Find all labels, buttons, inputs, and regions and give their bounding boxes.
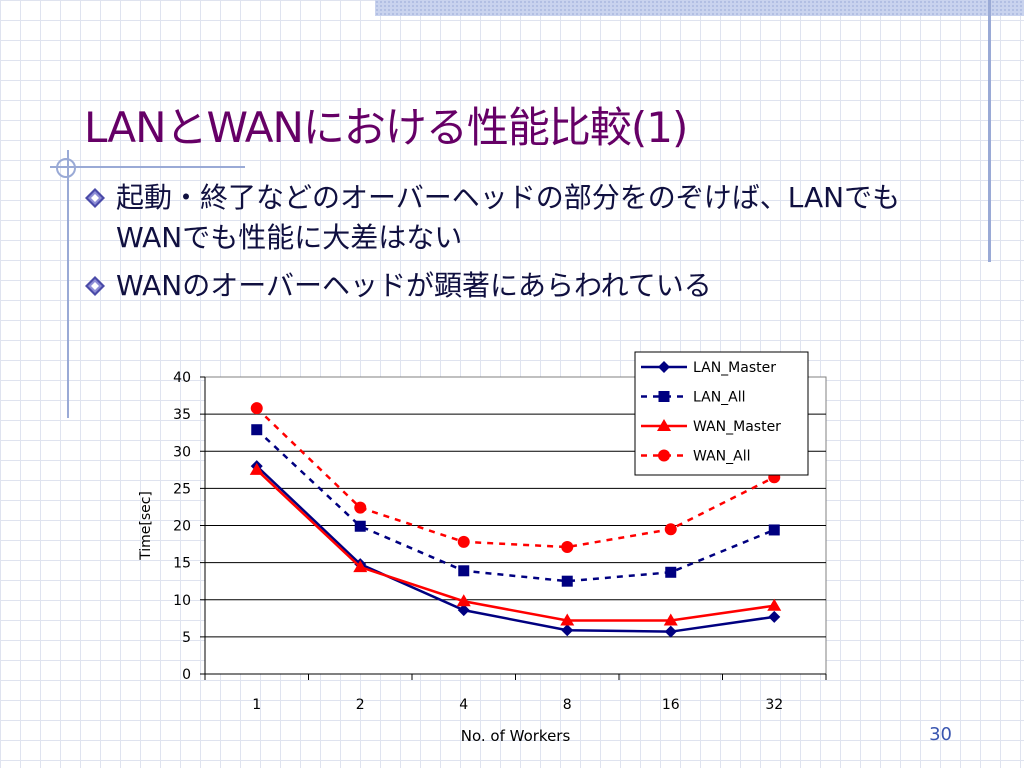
data-point-wan-all [664, 523, 677, 536]
y-tick-label: 35 [173, 407, 191, 423]
x-tick-label: 4 [459, 697, 468, 713]
data-point-lan-all [251, 424, 263, 436]
bullet-text: WANのオーバーヘッドが顕著にあらわれている [116, 269, 712, 302]
data-point-wan-all [354, 501, 367, 514]
data-point-wan-master [249, 462, 264, 475]
data-point-lan-all [458, 565, 470, 577]
y-tick-label: 20 [173, 519, 191, 535]
y-tick-label: 30 [173, 444, 191, 460]
data-point-lan-all [665, 566, 677, 578]
bullet-list: 起動・終了などのオーバーヘッドの部分をのぞけば、LANでもWANでも性能に大差は… [82, 178, 962, 306]
legend-label: WAN_All [693, 449, 750, 465]
circle-decoration [56, 158, 76, 178]
legend-marker [658, 361, 670, 373]
y-tick-label: 5 [182, 630, 191, 646]
top-decoration-band [375, 0, 1024, 16]
right-vertical-rule [988, 0, 991, 262]
slide-title: LANとWANにおける性能比較(1) [84, 103, 688, 152]
data-point-lan-all [561, 575, 573, 587]
series-line-lan-master [255, 465, 775, 633]
legend-marker [658, 449, 670, 462]
legend-label: WAN_Master [693, 419, 781, 435]
data-point-wan-master [560, 613, 575, 626]
series-group [249, 402, 782, 638]
series-line-lan-all [255, 428, 775, 583]
x-tick-label: 32 [765, 697, 783, 713]
series-line-wan-all [255, 407, 775, 549]
left-vertical-rule [67, 150, 69, 418]
y-axis-label: Time[sec] [138, 491, 154, 561]
x-tick-label: 1 [252, 697, 261, 713]
y-tick-label: 15 [173, 556, 191, 572]
data-point-lan-all [768, 524, 780, 536]
y-tick-label: 10 [173, 593, 191, 609]
x-tick-labels: 1 2 4 8 16 32 [204, 674, 827, 713]
legend-label: LAN_Master [693, 360, 776, 376]
bullet-item: 起動・終了などのオーバーヘッドの部分をのぞけば、LANでもWANでも性能に大差は… [82, 178, 962, 258]
y-tick-label: 25 [173, 481, 191, 497]
data-point-lan-master [561, 624, 574, 637]
page-number: 30 [929, 724, 952, 745]
legend-marker [657, 419, 671, 431]
data-point-wan-all [250, 402, 263, 415]
series-line-wan-master [255, 468, 775, 622]
x-tick-label: 16 [662, 697, 680, 713]
diamond-bullet-icon [82, 266, 116, 306]
data-point-wan-all [561, 541, 574, 554]
data-point-lan-master [768, 610, 781, 623]
data-point-wan-master [663, 613, 678, 626]
y-tick-label: 40 [173, 370, 191, 386]
y-tick-label: 0 [182, 667, 191, 683]
x-tick-label: 2 [356, 697, 365, 713]
chart-legend: LAN_Master LAN_All WAN_Master WAN_All [634, 351, 809, 476]
data-point-wan-master [353, 560, 368, 573]
data-point-wan-all [457, 535, 470, 548]
x-tick-label: 8 [563, 697, 572, 713]
data-point-lan-all [354, 520, 366, 532]
data-point-lan-master [664, 625, 677, 638]
diamond-bullet-icon [82, 178, 116, 218]
legend-label: LAN_All [693, 390, 746, 406]
data-point-wan-master [456, 594, 471, 607]
data-point-lan-master [457, 604, 470, 617]
legend-marker [658, 391, 670, 402]
data-point-wan-master [767, 598, 782, 611]
title-underline-rule [50, 166, 245, 168]
bullet-text: 起動・終了などのオーバーヘッドの部分をのぞけば、LANでもWANでも性能に大差は… [116, 181, 901, 254]
bullet-item: WANのオーバーヘッドが顕著にあらわれている [82, 266, 962, 306]
x-axis-label: No. of Workers [461, 727, 571, 745]
